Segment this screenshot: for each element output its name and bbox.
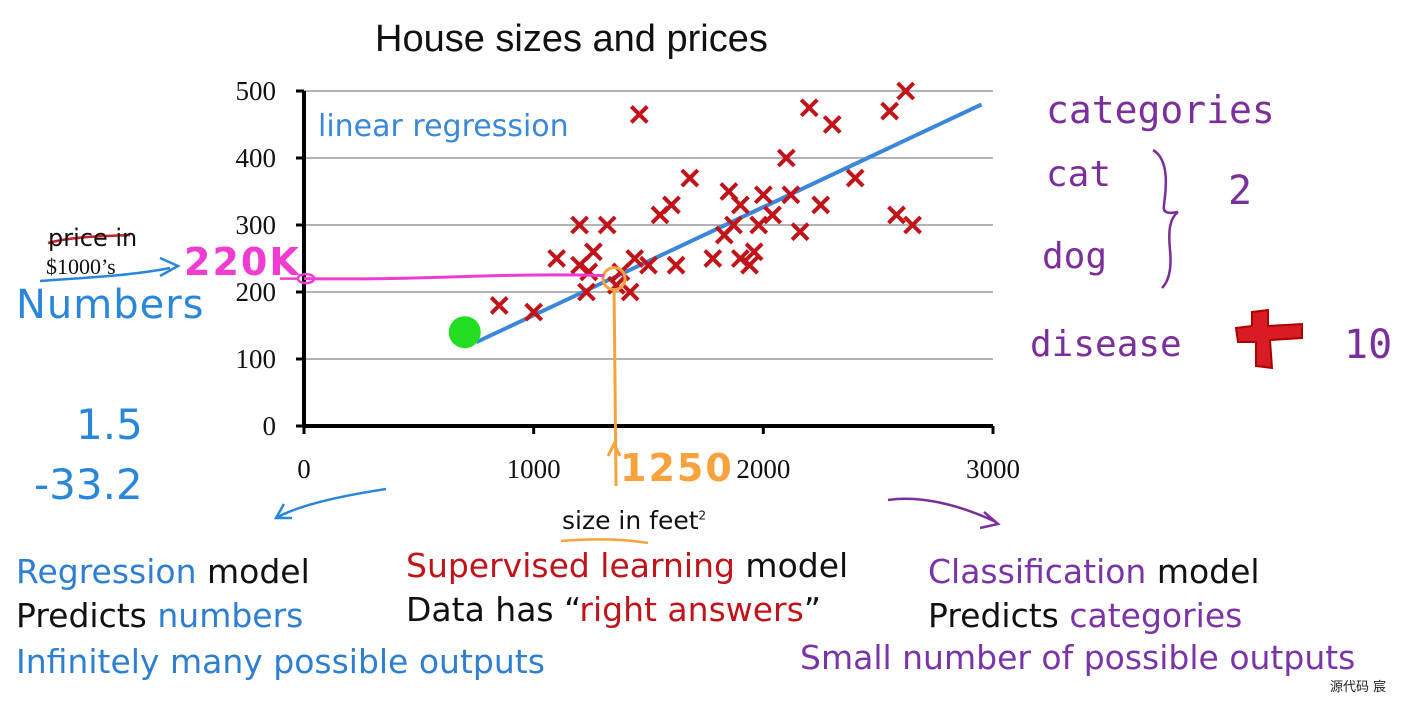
categories-word: categories [1069, 596, 1243, 635]
numbers-word: numbers [157, 596, 304, 635]
close-quote: ” [803, 590, 821, 629]
data-point [730, 195, 750, 215]
price-underline [47, 233, 131, 245]
data-point [489, 295, 509, 315]
predicts-word: Predicts [16, 596, 158, 635]
regression-line-label: linear regression [318, 109, 569, 144]
y-axis-label-line2: $1000’s [46, 254, 116, 279]
x-tick-label: 2000 [736, 454, 790, 484]
numbers-arrow [39, 256, 181, 283]
data-point [781, 185, 801, 205]
data-point [662, 195, 681, 215]
data-point [763, 205, 782, 225]
predicts-categories-word: Predicts [928, 596, 1070, 635]
y-axis-label-line1: price in [48, 224, 138, 252]
x-tick-label: 3000 [966, 454, 1020, 484]
x-axis-label: size in feet2 [562, 506, 706, 535]
classification-word: Classification [928, 552, 1147, 591]
data-point [703, 249, 723, 268]
data-point [845, 168, 865, 188]
annotation-dog: dog [1042, 236, 1108, 277]
data-point [744, 242, 764, 262]
annotation-220k: 220K [184, 240, 301, 284]
annotation-numbers: Numbers [16, 282, 205, 328]
x-axis-label-sup: 2 [698, 508, 707, 523]
x-guide-line [612, 288, 618, 487]
regression-line-1: Regression model [16, 552, 310, 591]
watermark: 源代码 宸 [1330, 680, 1387, 695]
data-point [620, 282, 640, 302]
x-guide-arrowhead [606, 440, 622, 457]
data-point [625, 249, 645, 268]
data-point [524, 302, 544, 322]
classification-line-1: Classification model [928, 552, 1260, 591]
annotation-disease: disease [1030, 324, 1182, 365]
supervised-line-1: Supervised learning model [406, 546, 848, 585]
annotation-ten: 10 [1344, 322, 1393, 368]
annotation-1250: 1250 [620, 446, 734, 490]
highlight-point [448, 316, 481, 349]
regression-line [475, 102, 983, 345]
annotation-number-2: -33.2 [34, 460, 143, 509]
annotation-two: 2 [1228, 168, 1253, 214]
data-point [597, 215, 617, 235]
data-point [579, 262, 599, 282]
data-point [724, 215, 743, 235]
supervised-learning-word: Supervised learning [406, 546, 735, 585]
regression-word: Regression [16, 552, 197, 591]
x-tick-label: 1000 [507, 454, 561, 484]
right-answers-word: right answers [579, 590, 804, 629]
category-brace [1152, 148, 1179, 289]
classification-line-3: Small number of possible outputs [800, 638, 1356, 677]
data-point [822, 115, 842, 134]
data-point [811, 195, 831, 215]
y-tick-label: 300 [236, 210, 277, 240]
classification-model-word: model [1146, 552, 1260, 591]
data-point [583, 242, 603, 262]
data-point [666, 255, 686, 275]
data-point [740, 255, 759, 275]
y-tick-label: 0 [263, 411, 277, 441]
right-arrow [887, 497, 1001, 530]
regression-line-3: Infinitely many possible outputs [16, 642, 545, 681]
regression-model-word: model [196, 552, 310, 591]
data-point [639, 255, 658, 275]
data-point [880, 101, 900, 121]
data-point [753, 185, 773, 205]
medical-cross-icon [1234, 308, 1303, 370]
annotation-number-1: 1.5 [76, 400, 143, 449]
data-point [680, 168, 700, 188]
data-point [790, 222, 810, 242]
y-tick-label: 100 [236, 344, 277, 374]
data-point [776, 148, 796, 168]
chart-title: House sizes and prices [375, 18, 768, 60]
data-point [799, 98, 819, 118]
data-point [887, 205, 906, 225]
y-tick-label: 200 [236, 277, 277, 307]
annotation-categories: categories [1046, 88, 1275, 132]
data-point [903, 215, 923, 235]
supervised-line-2: Data has “right answers” [406, 590, 821, 629]
data-point [629, 105, 649, 124]
data-has-word: Data has “ [406, 590, 580, 629]
x-axis-label-text: size in feet [562, 506, 699, 535]
regression-line-2: Predicts numbers [16, 596, 303, 635]
data-point [896, 81, 916, 101]
left-arrow [273, 487, 387, 520]
supervised-model-word: model [734, 546, 849, 585]
data-point [577, 282, 596, 302]
annotation-cat: cat [1046, 154, 1112, 195]
classification-line-2: Predicts categories [928, 596, 1242, 635]
data-point [547, 249, 567, 268]
x-tick-label: 0 [297, 454, 311, 484]
data-point [570, 215, 590, 235]
y-tick-label: 500 [236, 76, 277, 106]
y-guide-line [303, 273, 605, 281]
data-point [749, 215, 769, 235]
y-tick-label: 400 [236, 143, 277, 173]
size-underline [560, 538, 649, 545]
y-guide-end [296, 272, 316, 285]
